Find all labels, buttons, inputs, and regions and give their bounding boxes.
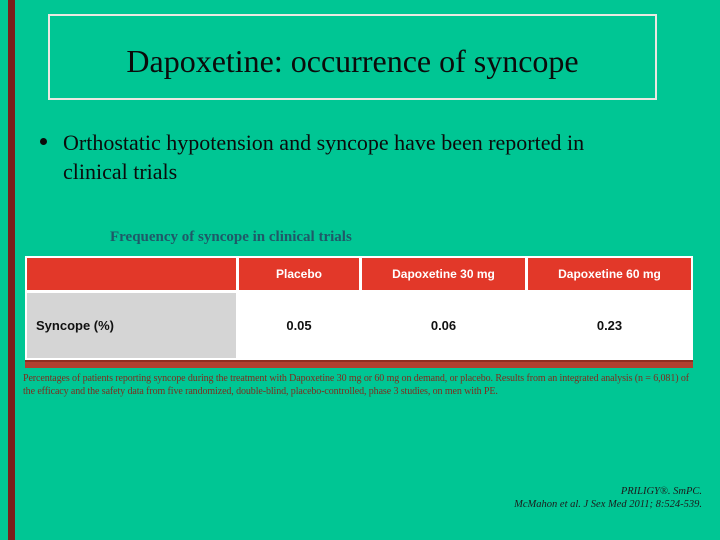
syncope-table: Placebo Dapoxetine 30 mg Dapoxetine 60 m… [25,256,693,360]
title-box: Dapoxetine: occurrence of syncope [48,14,657,100]
value-placebo: 0.05 [239,293,359,358]
bullet-icon [40,138,47,145]
value-dapoxetine-60: 0.23 [528,293,691,358]
slide-title: Dapoxetine: occurrence of syncope [126,42,579,79]
value-dapoxetine-30: 0.06 [362,293,525,358]
footnote: Percentages of patients reporting syncop… [23,373,689,397]
table-header-empty [27,258,236,290]
table-header-row: Placebo Dapoxetine 30 mg Dapoxetine 60 m… [27,258,691,290]
row-label-syncope: Syncope (%) [27,293,236,358]
bullet-item: Orthostatic hypotension and syncope have… [40,128,625,186]
table-header-dapoxetine-60: Dapoxetine 60 mg [528,258,691,290]
table-title: Frequency of syncope in clinical trials [110,229,352,245]
bullet-text: Orthostatic hypotension and syncope have… [63,130,585,184]
table-bottom-border [25,360,693,368]
left-accent-bar [8,0,15,540]
table-header-placebo: Placebo [239,258,359,290]
table-header-dapoxetine-30: Dapoxetine 30 mg [362,258,525,290]
citation-line-1: PRILIGY®. SmPC. [620,486,702,497]
table-row: Syncope (%) 0.05 0.06 0.23 [27,293,691,358]
citation: PRILIGY®. SmPC. McMahon et al. J Sex Med… [514,486,702,511]
citation-line-2: McMahon et al. J Sex Med 2011; 8:524-539… [514,498,702,510]
